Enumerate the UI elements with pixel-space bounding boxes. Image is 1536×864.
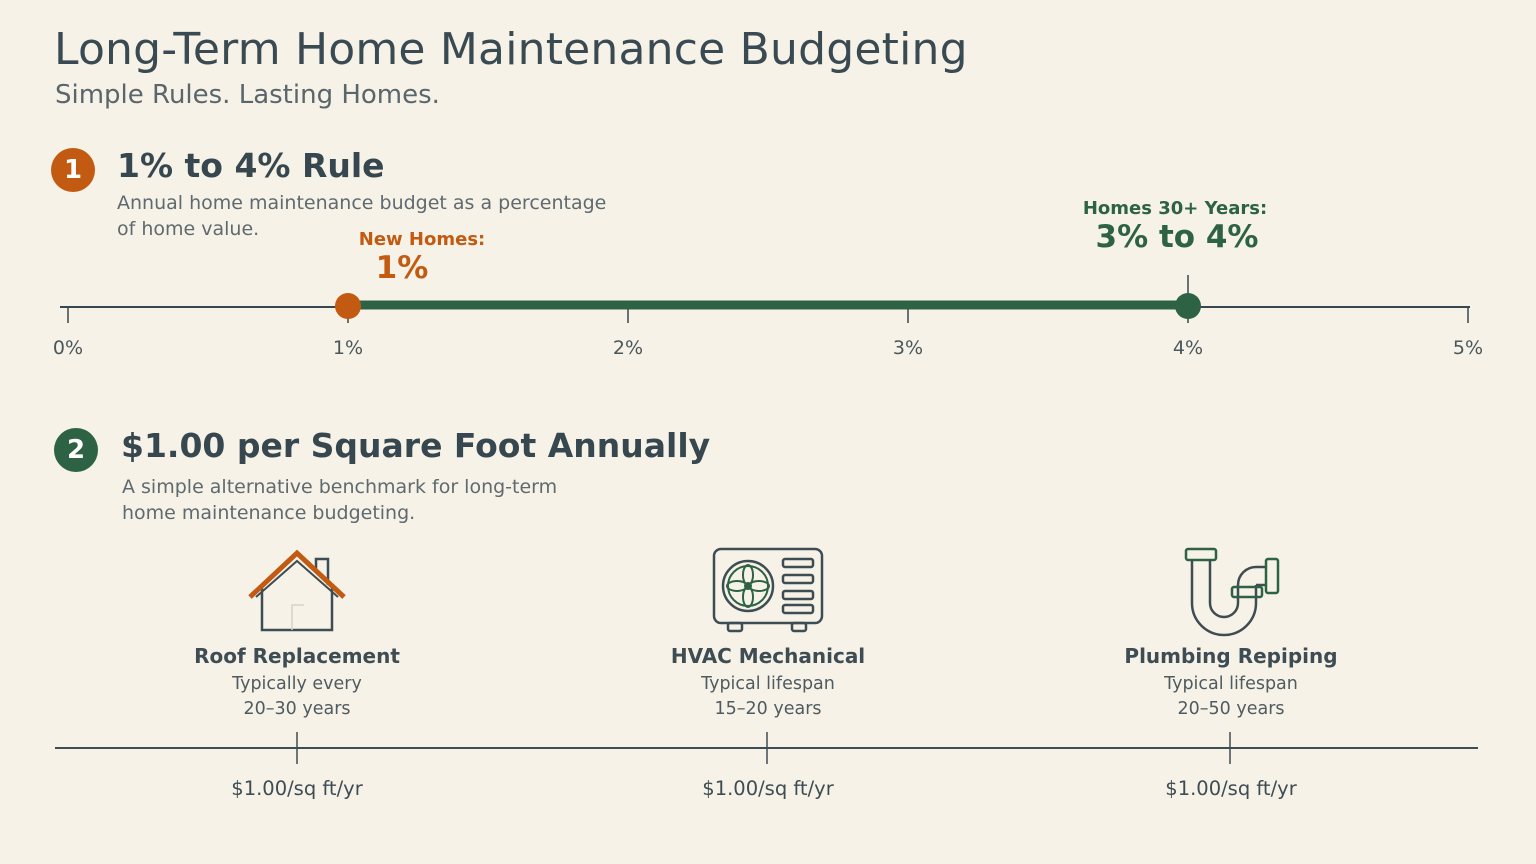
old-homes-value: 3% to 4% — [1095, 219, 1259, 255]
scale-tick-label: 2% — [612, 337, 644, 359]
scale-tick-label: 1% — [332, 337, 364, 359]
hvac-mechanical-lifespan-line: Typical lifespan — [701, 674, 835, 694]
section-1-title: 1% to 4% Rule — [117, 146, 385, 185]
section-1-description-line: Annual home maintenance budget as a perc… — [117, 192, 607, 214]
roof-replacement-title: Roof Replacement — [194, 644, 400, 668]
hvac-mechanical-title: HVAC Mechanical — [670, 644, 866, 668]
roof-replacement-lifespan-line: Typically every — [232, 674, 362, 694]
hvac-mechanical-lifespan: Typical lifespan 15–20 years — [701, 672, 835, 722]
section-2-description-line: home maintenance budgeting. — [122, 502, 416, 524]
house-icon — [248, 549, 346, 632]
page-title: Long-Term Home Maintenance Budgeting — [54, 24, 968, 75]
scale-tick-label: 5% — [1452, 337, 1484, 359]
hvac-unit-icon — [712, 547, 824, 633]
pipe-icon — [1184, 547, 1280, 637]
section-2-description: A simple alternative benchmark for long-… — [122, 474, 622, 526]
new-homes-label: New Homes: — [358, 229, 486, 250]
hvac-mechanical-lifespan-line: 15–20 years — [714, 699, 822, 719]
plumbing-repiping-lifespan: Typical lifespan 20–50 years — [1164, 672, 1298, 722]
section-2-title: $1.00 per Square Foot Annually — [121, 426, 711, 465]
section-1-description: Annual home maintenance budget as a perc… — [117, 190, 617, 242]
page-subtitle: Simple Rules. Lasting Homes. — [55, 80, 440, 110]
roof-replacement-rate: $1.00/sq ft/yr — [231, 777, 363, 800]
plumbing-repiping-lifespan-line: Typical lifespan — [1164, 674, 1298, 694]
section-1-description-line: of home value. — [117, 218, 260, 240]
new-homes-marker — [335, 293, 361, 319]
plumbing-repiping-rate: $1.00/sq ft/yr — [1165, 777, 1297, 800]
scale-tick-label: 3% — [892, 337, 924, 359]
roof-replacement-lifespan: Typically every 20–30 years — [232, 672, 362, 722]
new-homes-value: 1% — [375, 250, 429, 286]
benchmark-timeline — [55, 732, 1478, 764]
plumbing-repiping-lifespan-line: 20–50 years — [1177, 699, 1285, 719]
hvac-mechanical-rate: $1.00/sq ft/yr — [702, 777, 834, 800]
section-2-description-line: A simple alternative benchmark for long-… — [122, 476, 558, 498]
old-homes-marker — [1175, 293, 1201, 319]
section-1-number-badge: 1 — [51, 148, 95, 192]
scale-tick-label: 0% — [52, 337, 84, 359]
old-homes-label: Homes 30+ Years: — [1082, 198, 1268, 219]
plumbing-repiping-title: Plumbing Repiping — [1124, 644, 1338, 668]
roof-replacement-lifespan-line: 20–30 years — [243, 699, 351, 719]
scale-tick-label: 4% — [1172, 337, 1204, 359]
section-2-number-badge: 2 — [54, 428, 98, 472]
